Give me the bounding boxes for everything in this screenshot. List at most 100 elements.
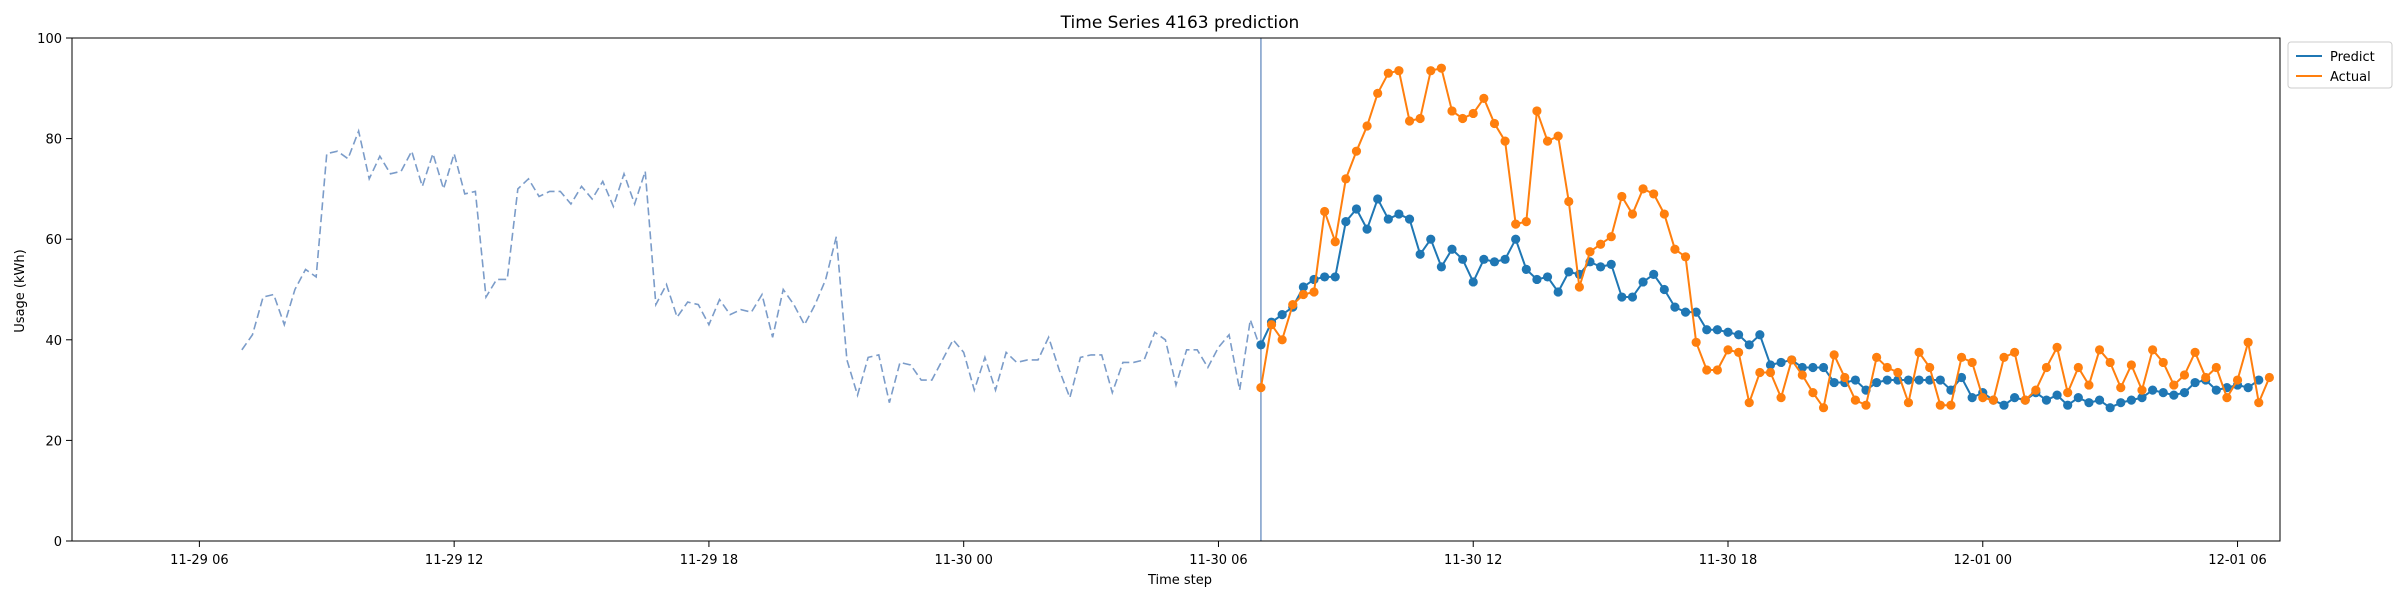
- predict-point: [1373, 194, 1383, 204]
- actual-point: [2116, 382, 2126, 393]
- actual-point: [1532, 106, 1542, 116]
- predict-point: [1680, 307, 1691, 317]
- predict-point: [1436, 262, 1446, 272]
- actual-point: [1468, 108, 1478, 119]
- actual-point: [2158, 357, 2168, 368]
- x-tick-label: 11-29 06: [170, 553, 228, 568]
- predict-point: [1415, 249, 1425, 259]
- actual-point: [1288, 299, 1298, 310]
- actual-point: [1638, 184, 1648, 194]
- actual-point: [1426, 66, 1436, 76]
- predict-point: [1500, 254, 1510, 264]
- predict-point: [2148, 385, 2158, 395]
- actual-point: [1818, 403, 1829, 413]
- actual-point: [1829, 350, 1839, 360]
- predict-point: [1256, 340, 1266, 350]
- actual-point: [1351, 146, 1362, 156]
- actual-point: [1978, 393, 1988, 403]
- actual-point: [2052, 342, 2062, 352]
- predict-point: [1850, 375, 1860, 385]
- axes-frame: [71, 37, 2281, 542]
- predict-point: [1734, 330, 1744, 340]
- actual-point: [2041, 362, 2052, 373]
- predict-point: [1829, 377, 1839, 388]
- predict-point: [1670, 302, 1680, 312]
- predict-point: [1330, 272, 1340, 282]
- actual-point: [1659, 209, 1669, 219]
- actual-point: [1479, 93, 1489, 103]
- actual-point: [1553, 131, 1563, 141]
- predict-point: [2063, 400, 2073, 410]
- actual-point: [2232, 375, 2243, 385]
- predict-point: [1691, 307, 1701, 317]
- actual-point: [2264, 372, 2274, 383]
- predict-point: [1564, 267, 1574, 277]
- predict-point: [1712, 325, 1722, 335]
- predict-point: [1394, 209, 1404, 219]
- actual-point: [2126, 360, 2136, 370]
- actual-point: [2010, 347, 2020, 357]
- actual-point: [1627, 209, 1638, 219]
- actual-point: [2201, 372, 2211, 383]
- predict-point: [1596, 262, 1606, 272]
- predict-point: [2137, 393, 2147, 403]
- x-tick-label: 12-01 00: [1954, 553, 2012, 568]
- predict-point: [2116, 398, 2126, 408]
- actual-point: [1712, 365, 1722, 375]
- predict-point: [2041, 395, 2052, 405]
- actual-point: [1447, 106, 1457, 116]
- actual-point: [1840, 372, 1850, 383]
- actual-point: [1256, 382, 1266, 393]
- actual-point: [2148, 345, 2158, 355]
- actual-point: [1330, 237, 1340, 247]
- actual-point: [1489, 118, 1500, 129]
- predict-point: [1277, 310, 1287, 320]
- actual-point: [1373, 88, 1383, 98]
- actual-point: [1935, 400, 1945, 410]
- actual-point: [1914, 347, 1924, 357]
- actual-point: [1383, 68, 1393, 78]
- actual-point: [2105, 357, 2115, 368]
- predict-point: [1404, 214, 1415, 224]
- predict-point: [1723, 327, 1733, 337]
- predict-point: [1351, 204, 1362, 214]
- actual-point: [2179, 370, 2190, 380]
- actual-point: [1776, 393, 1786, 403]
- predict-point: [1468, 277, 1478, 287]
- actual-point: [1967, 357, 1977, 368]
- actual-point: [1872, 352, 1882, 362]
- actual-point: [1755, 367, 1765, 378]
- predict-point: [1967, 393, 1977, 403]
- predict-point: [2073, 393, 2083, 403]
- y-tick-label: 80: [45, 133, 62, 148]
- predict-point: [1903, 375, 1914, 385]
- predict-point: [1617, 292, 1627, 302]
- predict-point: [2158, 388, 2168, 398]
- predict-point: [1532, 274, 1542, 285]
- predict-point: [1755, 330, 1765, 340]
- predict-point: [1426, 234, 1436, 244]
- predict-point: [1489, 257, 1500, 267]
- actual-point: [1797, 370, 1807, 380]
- y-tick-label: 100: [37, 32, 62, 47]
- predict-point: [1765, 360, 1776, 370]
- predict-point: [2179, 388, 2190, 398]
- actual-point: [1893, 367, 1903, 378]
- actual-point: [1277, 335, 1287, 345]
- actual-point: [1606, 232, 1616, 242]
- actual-point: [1702, 365, 1712, 375]
- actual-point: [1415, 113, 1425, 124]
- actual-point: [1404, 116, 1415, 126]
- predict-point: [1808, 362, 1818, 373]
- actual-point: [1861, 400, 1871, 410]
- actual-point: [1999, 352, 2009, 362]
- x-tick-label: 11-30 12: [1444, 553, 1502, 568]
- predict-point: [1553, 287, 1563, 297]
- predict-point: [1818, 362, 1829, 373]
- legend-label-predict: Predict: [2330, 50, 2375, 65]
- predict-point: [1447, 244, 1457, 254]
- x-axis-title: Time step: [1147, 573, 1212, 588]
- predict-point: [1882, 375, 1892, 385]
- chart-title: Time Series 4163 prediction: [1060, 13, 1300, 33]
